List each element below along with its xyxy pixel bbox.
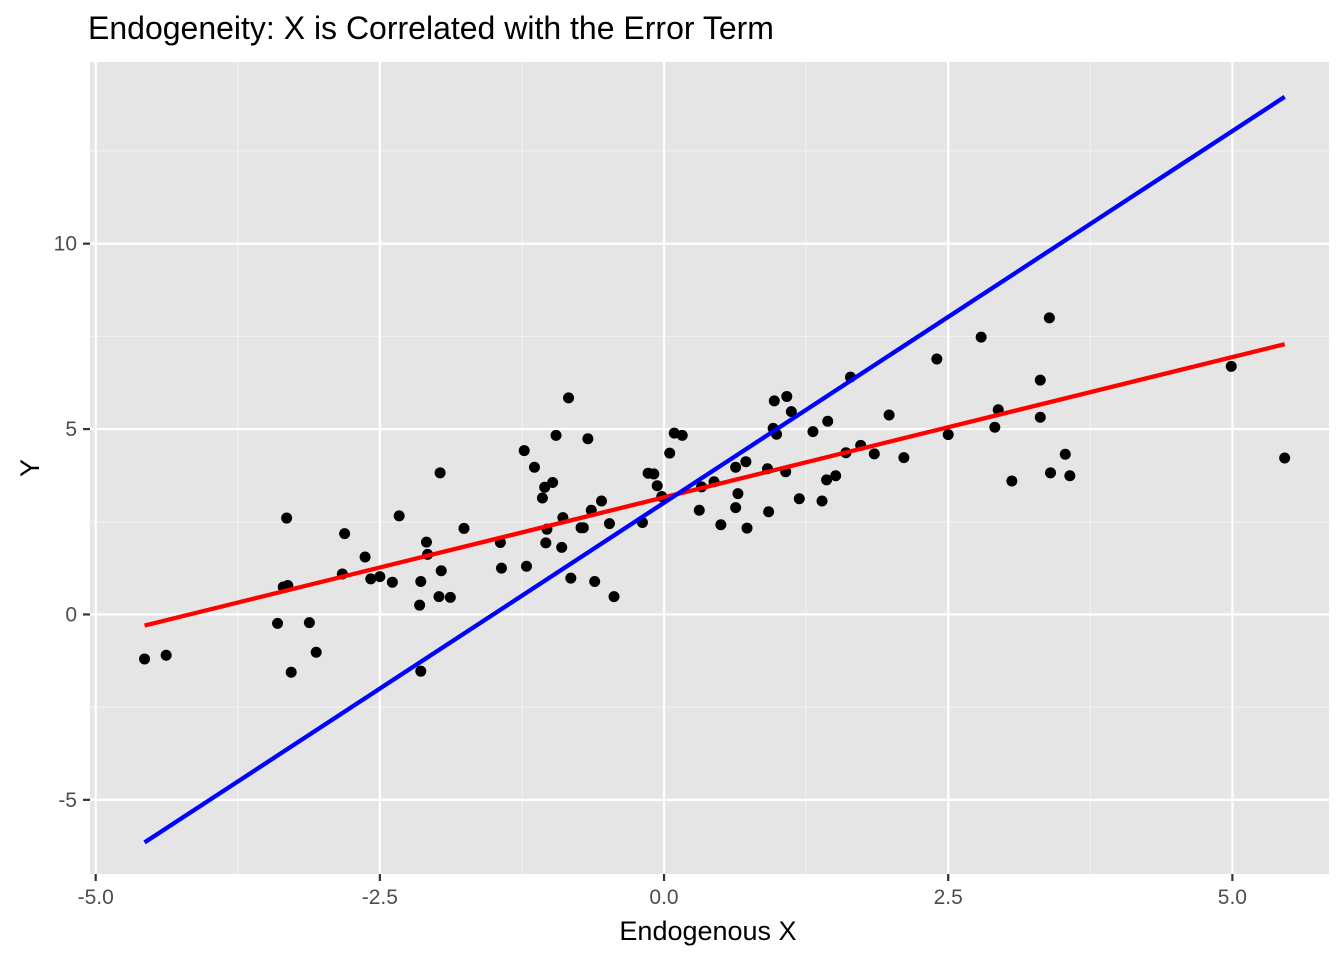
data-point bbox=[435, 565, 447, 577]
data-point bbox=[339, 528, 351, 540]
data-point bbox=[536, 492, 548, 504]
data-point bbox=[433, 591, 445, 603]
x-tick-label: -2.5 bbox=[362, 886, 398, 909]
data-point bbox=[741, 522, 753, 534]
data-point bbox=[989, 421, 1001, 433]
data-point bbox=[547, 476, 559, 488]
x-tick-label: -5.0 bbox=[78, 886, 114, 909]
data-point bbox=[676, 429, 688, 441]
data-point bbox=[898, 452, 910, 464]
data-point bbox=[303, 617, 315, 629]
x-axis-title: Endogenous X bbox=[619, 916, 796, 946]
data-point bbox=[434, 467, 446, 479]
data-point bbox=[285, 666, 297, 678]
data-point bbox=[1059, 448, 1071, 460]
fit-lines bbox=[143, 95, 1286, 845]
data-point bbox=[763, 506, 775, 518]
data-point bbox=[1045, 467, 1057, 479]
data-point bbox=[272, 617, 284, 629]
data-point bbox=[565, 572, 577, 584]
grid-minor bbox=[90, 62, 1329, 874]
data-point bbox=[596, 495, 608, 507]
y-axis-title: Y bbox=[15, 459, 45, 477]
data-point bbox=[540, 537, 552, 549]
data-point bbox=[550, 429, 562, 441]
data-point bbox=[830, 470, 842, 482]
data-point bbox=[608, 591, 620, 603]
grid-major bbox=[90, 62, 1329, 874]
data-point bbox=[415, 575, 427, 587]
data-point bbox=[648, 468, 660, 480]
y-tick-label: 5 bbox=[65, 418, 77, 441]
x-tick-label: 0.0 bbox=[649, 886, 678, 909]
data-point bbox=[281, 512, 293, 524]
x-tick-label: 2.5 bbox=[934, 886, 963, 909]
data-point bbox=[1225, 360, 1237, 372]
data-point bbox=[160, 649, 172, 661]
y-tick-label: -5 bbox=[58, 789, 77, 812]
data-point bbox=[1034, 411, 1046, 423]
data-point bbox=[781, 390, 793, 402]
data-point bbox=[1279, 452, 1291, 464]
data-point bbox=[520, 560, 532, 572]
y-tick-label: 10 bbox=[54, 233, 77, 256]
data-point bbox=[563, 392, 575, 404]
data-point bbox=[528, 461, 540, 473]
data-point bbox=[715, 519, 727, 531]
data-point bbox=[942, 429, 954, 441]
data-point bbox=[651, 480, 663, 492]
y-tick-label: 0 bbox=[65, 603, 77, 626]
fit-line bbox=[143, 95, 1286, 845]
data-point bbox=[393, 510, 405, 522]
data-point bbox=[374, 571, 386, 583]
data-point bbox=[420, 536, 432, 548]
data-point bbox=[556, 541, 568, 553]
data-point bbox=[444, 591, 456, 603]
data-point bbox=[730, 461, 742, 473]
data-point bbox=[139, 653, 151, 665]
data-point bbox=[577, 522, 589, 534]
data-point bbox=[359, 551, 371, 563]
data-point bbox=[518, 445, 530, 457]
data-point bbox=[415, 665, 427, 677]
data-point bbox=[589, 575, 601, 587]
data-point bbox=[822, 415, 834, 427]
data-point bbox=[821, 474, 833, 486]
data-point bbox=[975, 331, 987, 343]
chart-title: Endogeneity: X is Correlated with the Er… bbox=[88, 10, 774, 46]
data-point bbox=[664, 447, 676, 459]
data-point bbox=[310, 646, 322, 658]
plot-panel bbox=[90, 62, 1329, 874]
data-point bbox=[816, 495, 828, 507]
data-point bbox=[458, 522, 470, 534]
data-point bbox=[539, 481, 551, 493]
data-point bbox=[883, 409, 895, 421]
data-point bbox=[740, 456, 752, 468]
data-point bbox=[365, 573, 377, 585]
data-point bbox=[768, 395, 780, 407]
data-point bbox=[807, 426, 819, 438]
data-point bbox=[582, 433, 594, 445]
data-point bbox=[793, 493, 805, 505]
data-point bbox=[785, 406, 797, 418]
data-point bbox=[1043, 312, 1055, 324]
data-point bbox=[1064, 470, 1076, 482]
x-axis: -5.0 -2.5 0.0 2.5 5.0 bbox=[78, 874, 1247, 909]
data-point bbox=[868, 448, 880, 460]
fit-line bbox=[144, 342, 1286, 628]
data-point bbox=[495, 562, 507, 574]
data-point bbox=[730, 502, 742, 514]
data-point bbox=[1034, 374, 1046, 386]
data-point bbox=[414, 599, 426, 611]
data-point bbox=[386, 576, 398, 588]
data-point bbox=[693, 504, 705, 516]
y-axis: -5 0 5 10 bbox=[54, 233, 90, 812]
data-point bbox=[931, 353, 943, 365]
data-point bbox=[603, 518, 615, 530]
data-point bbox=[1006, 475, 1018, 487]
x-tick-label: 5.0 bbox=[1218, 886, 1247, 909]
data-point bbox=[732, 488, 744, 500]
